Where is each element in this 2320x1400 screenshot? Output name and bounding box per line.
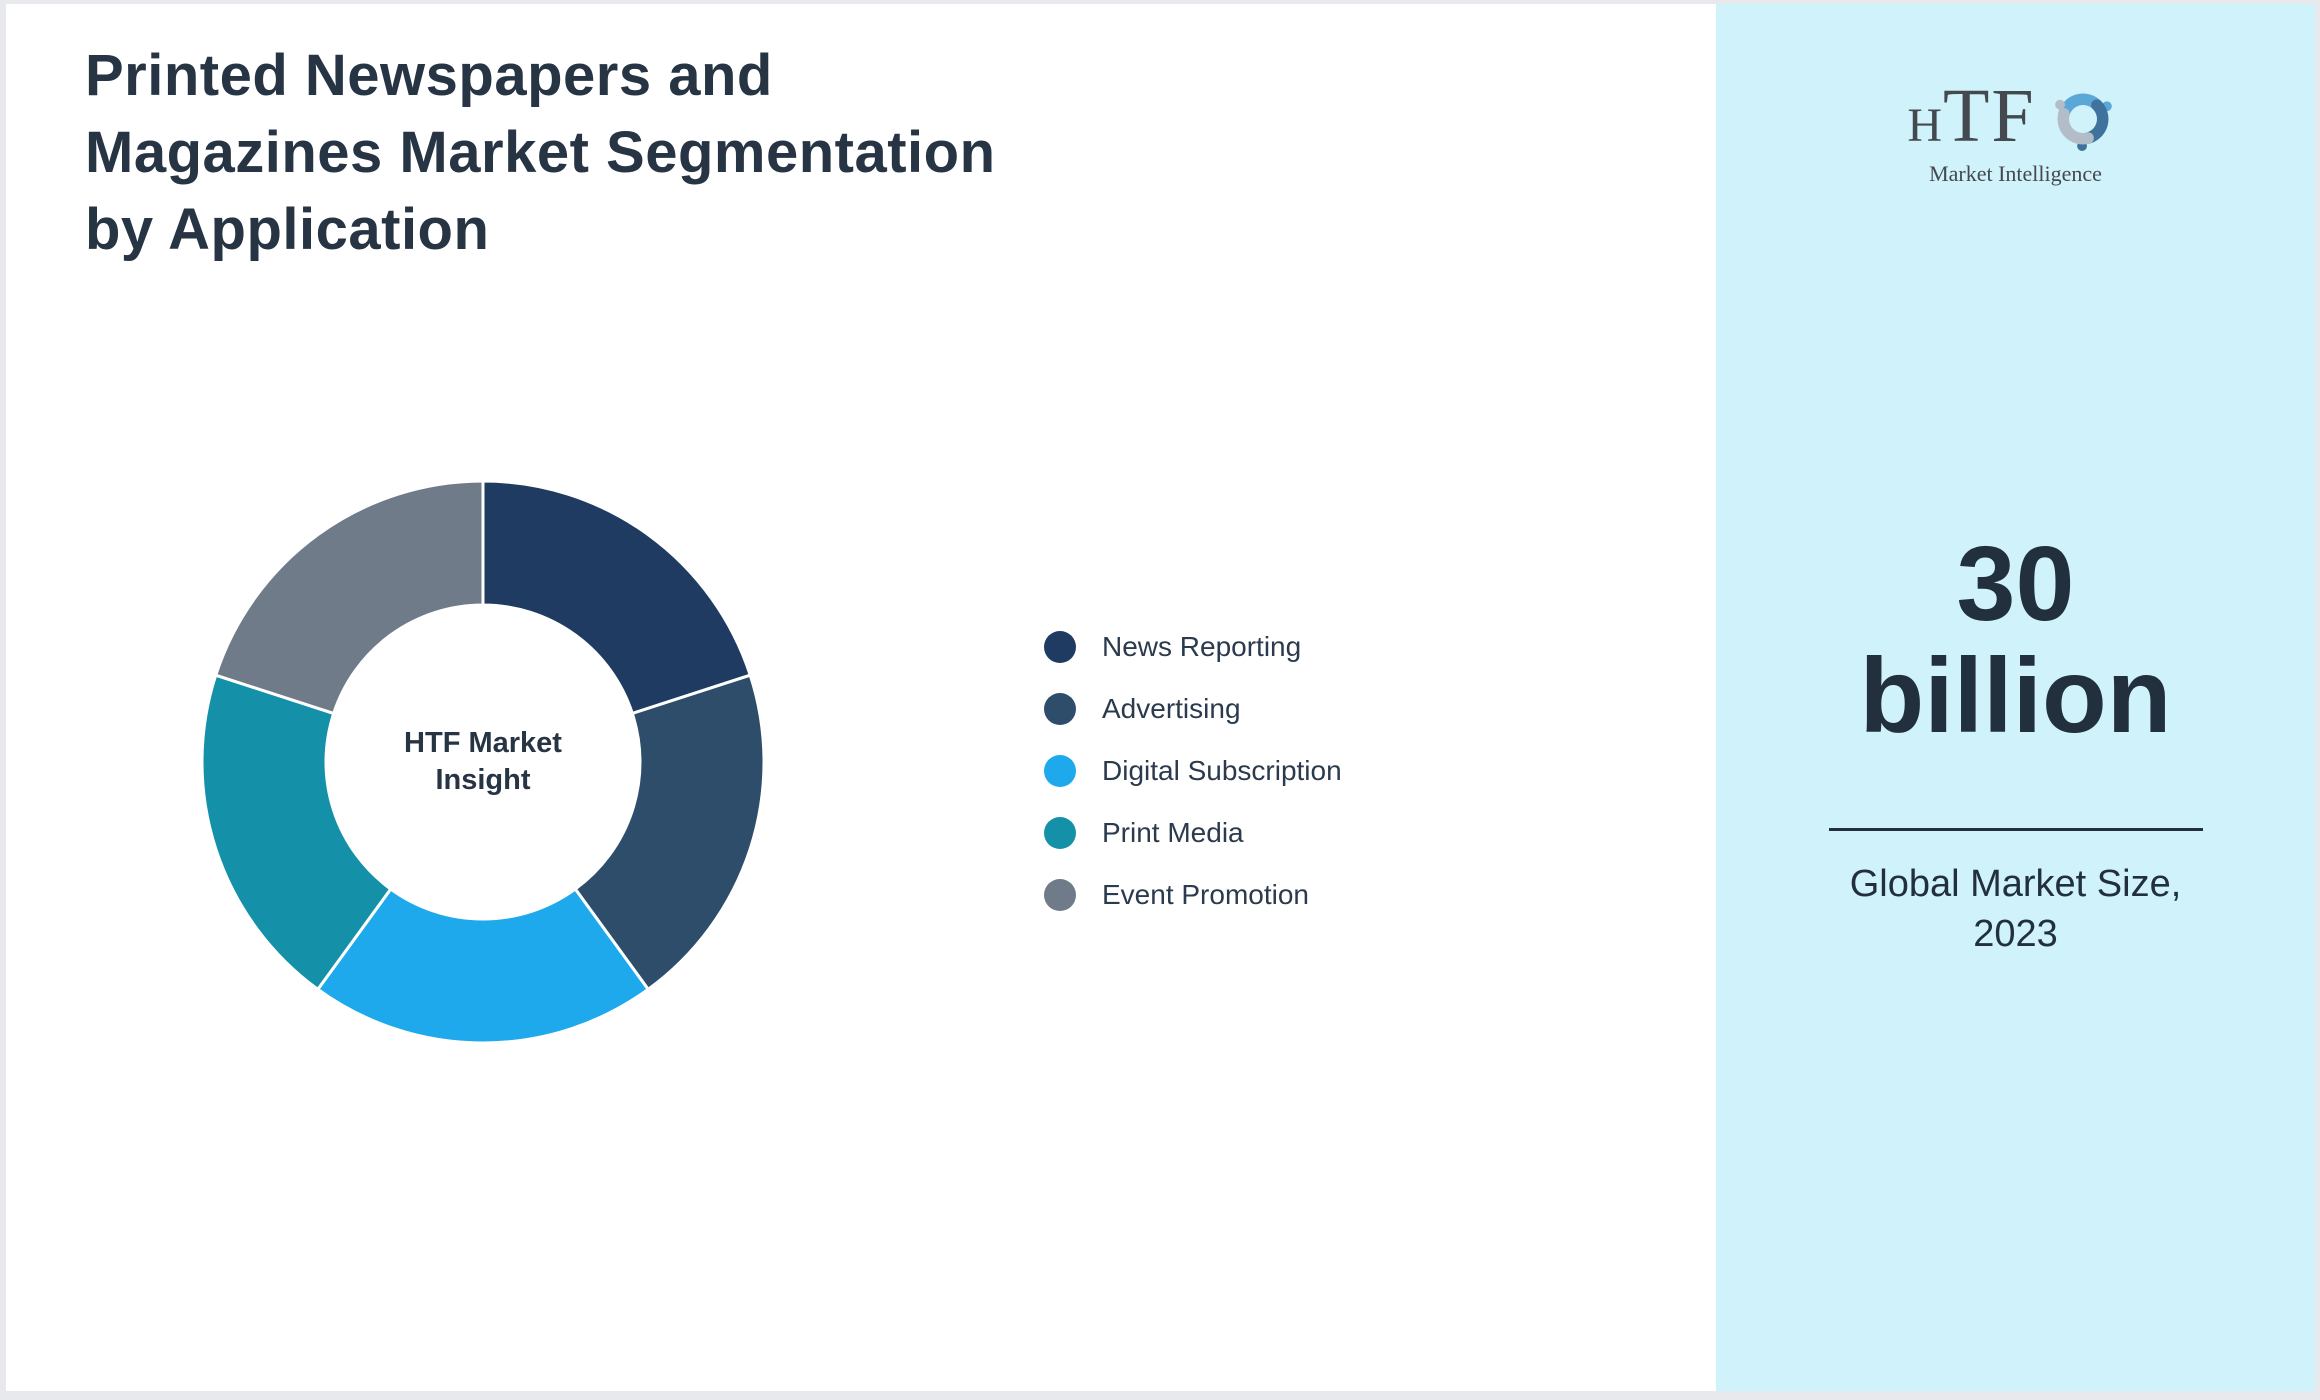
htf-logo-subtitle: Market Intelligence: [1929, 161, 2102, 186]
donut-chart: HTF Market Insight: [183, 462, 783, 1062]
legend-label: Digital Subscription: [1102, 755, 1342, 786]
legend-label: Print Media: [1102, 817, 1244, 848]
donut-segment-digital-subscription: [315, 886, 651, 1045]
market-size-caption: Global Market Size, 2023: [1849, 863, 2182, 955]
sidebar: HTF Market Intelligence 30 billion Globa…: [1716, 4, 2315, 1391]
legend-swatch-icon: [1044, 817, 1076, 849]
htf-logo-letter-h: H: [1907, 99, 1943, 152]
page-title: Printed Newspapers and Magazines Market …: [85, 43, 996, 262]
htf-logo-letters-tf: TF: [1942, 74, 2036, 158]
legend-item-advertising: Advertising: [1044, 693, 1342, 725]
legend-label: Event Promotion: [1102, 879, 1309, 910]
donut-segment-advertising: [573, 673, 766, 992]
legend-item-news-reporting: News Reporting: [1044, 631, 1342, 663]
legend-swatch-icon: [1044, 693, 1076, 725]
market-size-value: 30 billion: [1859, 525, 2172, 755]
legend-swatch-icon: [1044, 631, 1076, 663]
htf-logo-swirl-icon: [2054, 93, 2112, 151]
legend-swatch-icon: [1044, 755, 1076, 787]
legend-label: News Reporting: [1102, 631, 1302, 662]
donut-svg: [200, 479, 766, 1045]
market-size-divider: [1828, 828, 2203, 831]
htf-logo-text: HTF: [1907, 78, 2035, 175]
htf-logo: HTF: [1716, 78, 2315, 175]
legend-swatch-icon: [1044, 879, 1076, 911]
donut-segment-print-media: [200, 673, 393, 992]
donut-segment-news-reporting: [481, 479, 753, 716]
donut-segment-event-promotion: [213, 479, 485, 716]
legend-item-digital-subscription: Digital Subscription: [1044, 755, 1342, 787]
legend-item-event-promotion: Event Promotion: [1044, 879, 1342, 911]
chart-legend: News Reporting Advertising Digital Subscri…: [1044, 631, 1342, 941]
legend-label: Advertising: [1102, 693, 1241, 724]
legend-item-print-media: Print Media: [1044, 817, 1342, 849]
